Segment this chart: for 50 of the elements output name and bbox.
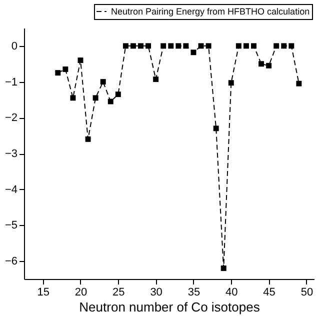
x-tick-label: 35 bbox=[188, 286, 200, 298]
y-tick-label: −6 bbox=[4, 256, 18, 268]
point bbox=[85, 136, 91, 142]
y-tick-label: −2 bbox=[4, 112, 18, 124]
point bbox=[130, 43, 136, 49]
point bbox=[62, 66, 68, 72]
x-axis-title: Neutron number of Co isotopes bbox=[79, 300, 260, 314]
point bbox=[243, 43, 249, 49]
y-tick-label: −4 bbox=[4, 184, 18, 196]
point bbox=[100, 79, 106, 85]
point bbox=[108, 98, 114, 104]
x-tick-label: 25 bbox=[112, 286, 125, 298]
point bbox=[176, 43, 182, 49]
point bbox=[296, 80, 302, 86]
point bbox=[258, 61, 264, 67]
point bbox=[70, 95, 76, 101]
point bbox=[228, 80, 234, 86]
point bbox=[168, 43, 174, 49]
x-tick-label: 20 bbox=[74, 286, 88, 298]
y-tick-label: 0 bbox=[11, 40, 18, 52]
point bbox=[198, 43, 204, 49]
x-tick-label: 40 bbox=[226, 286, 238, 298]
point bbox=[115, 92, 121, 98]
point bbox=[288, 43, 294, 49]
point bbox=[206, 43, 212, 49]
point bbox=[138, 43, 144, 49]
point bbox=[55, 70, 61, 76]
point bbox=[160, 43, 166, 49]
point bbox=[78, 58, 84, 64]
point bbox=[236, 43, 242, 49]
point bbox=[183, 43, 189, 49]
point bbox=[274, 43, 280, 49]
x-tick-label: 45 bbox=[263, 286, 276, 298]
point bbox=[146, 43, 152, 49]
point bbox=[92, 95, 98, 101]
point bbox=[251, 43, 256, 49]
x-tick-label: 50 bbox=[300, 286, 314, 298]
point bbox=[266, 62, 272, 68]
y-tick-label: −3 bbox=[4, 148, 18, 160]
x-tick-label: 30 bbox=[150, 286, 162, 298]
point bbox=[122, 43, 128, 49]
point bbox=[220, 266, 226, 271]
point bbox=[213, 126, 219, 132]
y-tick-label: −1 bbox=[4, 76, 18, 88]
x-tick-label: 15 bbox=[37, 286, 50, 298]
point bbox=[153, 76, 159, 82]
point bbox=[281, 43, 287, 49]
y-tick-label: −5 bbox=[4, 220, 18, 232]
legend-label: Neutron Pairing Energy from HFBTHO calculation bbox=[111, 6, 310, 16]
point bbox=[190, 50, 196, 56]
